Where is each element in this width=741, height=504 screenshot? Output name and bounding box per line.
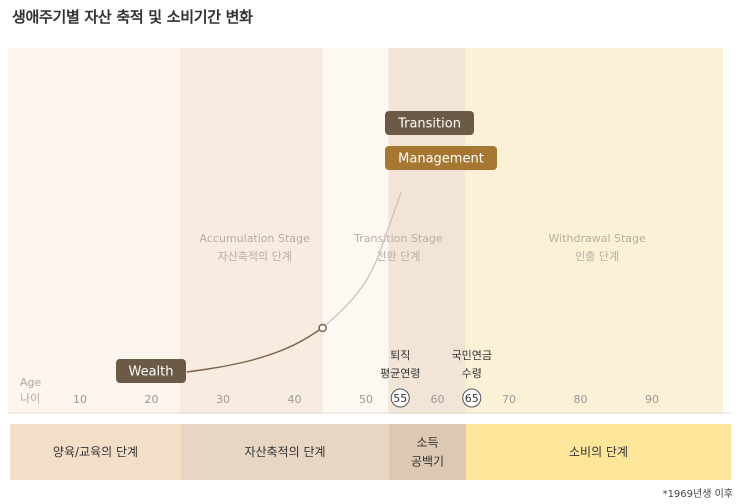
stage-label-ko-transition: 전환 단계 (376, 250, 420, 263)
highlight-tick-value: 65 (465, 392, 479, 405)
stage-bar-label: 자산축적의 단계 (244, 445, 325, 459)
wealth-curve (186, 327, 323, 373)
x-axis-label-ko: 나이 (20, 392, 40, 405)
band-withdrawal (465, 48, 723, 414)
x-tick-label: 80 (574, 393, 588, 406)
x-axis-label-en: Age (20, 376, 42, 389)
x-tick-label: 60 (431, 393, 445, 406)
stage-label-en-withdrawal: Withdrawal Stage (549, 232, 647, 245)
x-tick-label: 40 (288, 393, 302, 406)
highlight-tick-circle (390, 388, 410, 408)
stage-bar-2 (389, 424, 466, 480)
stage-bar-label: 공백기 (411, 455, 444, 469)
highlight-tick-caption: 퇴직 (390, 349, 410, 362)
band-pre-retirement (322, 48, 389, 414)
stage-label-en-transition: Transition Stage (353, 232, 443, 245)
x-tick-label: 90 (645, 393, 659, 406)
stage-label-ko-withdrawal: 인출 단계 (575, 250, 619, 263)
management-label-box (385, 146, 497, 170)
highlight-tick-caption: 국민연금 (452, 349, 492, 362)
highlight-tick-caption: 수령 (462, 367, 482, 380)
x-tick-label: 20 (145, 393, 159, 406)
stage-bar-label: 소득 (416, 436, 438, 450)
page-title: 생애주기별 자산 축적 및 소비기간 변화 (12, 8, 253, 26)
highlight-tick-caption: 평균연령 (380, 367, 420, 380)
highlight-tick-value: 55 (393, 392, 407, 405)
stage-bar-3 (466, 424, 731, 480)
footnote: *1969년생 이후 (662, 489, 733, 500)
stage-bar-label: 소비의 단계 (569, 445, 628, 459)
curve-marker (318, 323, 327, 333)
x-tick-label: 10 (73, 393, 87, 406)
stage-bar-label: 양육/교육의 단계 (53, 445, 138, 459)
band-accumulation (179, 48, 323, 414)
stage-bar-0 (10, 424, 181, 480)
band-early-life (8, 48, 180, 414)
band-income-gap (388, 48, 466, 414)
x-tick-label: 50 (359, 393, 373, 406)
transition-label-box (385, 111, 474, 135)
stage-bar-1 (181, 424, 389, 480)
management-label: Management (398, 152, 484, 167)
wealth-label: Wealth (128, 365, 173, 380)
x-tick-label: 30 (216, 393, 230, 406)
highlight-tick-circle (462, 388, 482, 408)
stage-label-en-accumulation: Accumulation Stage (200, 232, 310, 245)
transition-curve (322, 191, 402, 329)
x-tick-label: 70 (502, 393, 516, 406)
stage-label-ko-accumulation: 자산축적의 단계 (218, 250, 292, 263)
wealth-label-box (116, 359, 186, 383)
transition-label: Transition (397, 117, 461, 132)
